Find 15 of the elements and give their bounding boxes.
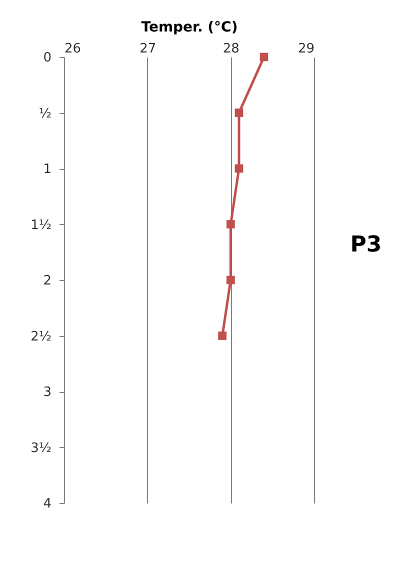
y-tick-label: 3 <box>43 385 52 400</box>
x-axis-title: Temper. (°C) <box>141 20 238 36</box>
text: P3 <box>350 232 382 258</box>
y-tick-label: 2½ <box>30 329 52 344</box>
y-tick-label: 0 <box>43 50 52 66</box>
x-tick-label: 29 <box>298 42 314 56</box>
y-tick-label: 3½ <box>30 440 52 456</box>
x-tick-label: 26 <box>64 42 82 56</box>
y-tick-label: 2 <box>43 274 52 288</box>
x-tick-label: 27 <box>140 42 156 56</box>
y-tick-label: 1 <box>43 162 52 177</box>
y-tick-label: ½ <box>38 106 52 122</box>
x-tick-label: 28 <box>222 42 240 56</box>
y-tick-label: 4 <box>43 496 52 512</box>
y-tick-label: 1½ <box>30 218 52 233</box>
